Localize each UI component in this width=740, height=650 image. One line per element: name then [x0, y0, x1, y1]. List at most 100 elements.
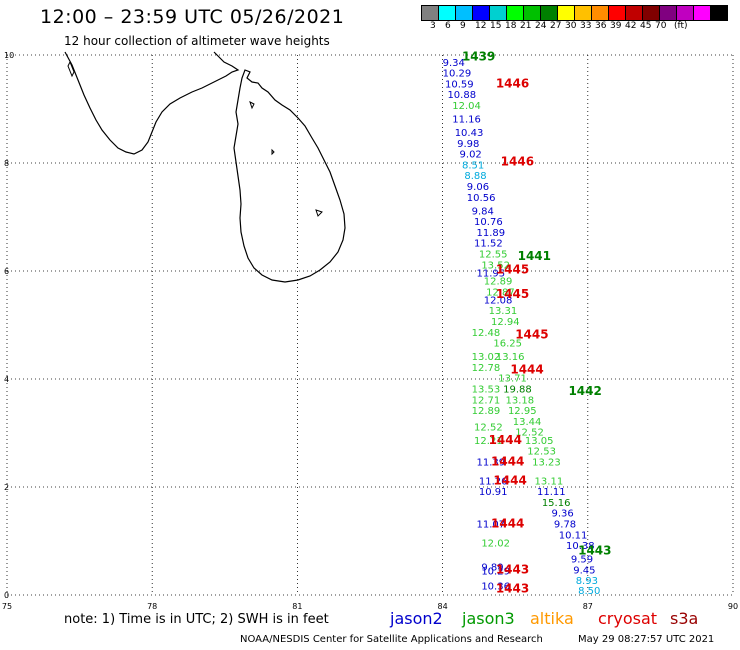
wave-height-value: 9.34 — [443, 58, 465, 69]
pass-time-label: 1443 — [578, 544, 611, 558]
color-legend-labels: 3 6 9 12 15 18 21 24 27 30 33 36 39 42 45 70 (ft) — [422, 21, 740, 35]
legend-label: 18 — [505, 21, 517, 31]
wave-height-value: 10.76 — [474, 217, 503, 228]
wave-height-value: 16.25 — [493, 339, 522, 350]
color-legend — [421, 5, 728, 21]
wave-height-value: 10.59 — [445, 79, 474, 90]
satellite-name-cryosat: cryosat — [598, 609, 658, 628]
wave-height-value: 12.95 — [508, 406, 537, 417]
wave-height-value: 8.93 — [576, 576, 598, 587]
pass-time-label: 1445 — [496, 263, 529, 277]
wave-height-value: 12.94 — [491, 317, 520, 328]
pass-time-label: 1445 — [515, 328, 548, 342]
satellite-name-jason3: jason3 — [462, 609, 515, 628]
wave-height-value: 10.29 — [481, 566, 510, 577]
wave-height-value: 12.08 — [484, 295, 513, 306]
wave-height-value: 9.84 — [472, 206, 494, 217]
pass-time-label: 1446 — [496, 76, 529, 90]
x-tick-label: 81 — [292, 602, 302, 611]
wave-height-value: 10.43 — [455, 128, 484, 139]
page-title: 12:00 – 23:59 UTC 05/26/2021 — [40, 6, 345, 28]
x-tick-label: 78 — [147, 602, 157, 611]
sri-lanka-coastline — [233, 69, 346, 283]
wave-height-value: 11.16 — [452, 115, 481, 126]
wave-height-value: 12.87 — [486, 287, 515, 298]
wave-height-value: 12.89 — [472, 406, 501, 417]
legend-label: 24 — [535, 21, 547, 31]
pass-time-label: 1439 — [462, 49, 495, 63]
india-coastline — [64, 51, 240, 155]
wave-height-value: 9.36 — [552, 509, 574, 520]
wave-height-value: 13.71 — [498, 374, 527, 385]
legend-label: 70 — [655, 21, 667, 31]
legend-label: 27 — [550, 21, 562, 31]
y-tick-label: 2 — [4, 483, 9, 492]
legend-label: 9 — [460, 21, 466, 31]
wave-height-value: 9.78 — [554, 520, 576, 531]
wave-height-value: 9.06 — [467, 182, 489, 193]
y-tick-label: 0 — [4, 591, 9, 600]
y-tick-label: 4 — [4, 375, 9, 384]
wave-height-value: 9.89 — [481, 563, 503, 574]
wave-height-value: 12.55 — [479, 250, 508, 261]
y-tick-label: 8 — [4, 159, 9, 168]
island-mark — [249, 101, 255, 110]
wave-height-value: 13.11 — [535, 476, 564, 487]
pass-time-label: 1441 — [518, 249, 551, 263]
wave-height-value: 15.16 — [542, 498, 571, 509]
y-tick-label: 6 — [4, 267, 9, 276]
wave-height-value: 8.51 — [462, 160, 484, 171]
wave-height-value: 13.18 — [506, 395, 535, 406]
pass-time-label: 1444 — [510, 363, 543, 377]
generated-timestamp: May 29 08:27:57 UTC 2021 — [578, 634, 715, 645]
wave-height-value: 12.02 — [481, 538, 510, 549]
wave-height-value: 10.38 — [566, 541, 595, 552]
wave-height-value: 10.36 — [481, 582, 510, 593]
wave-height-value: 19.88 — [503, 385, 532, 396]
wave-height-value: 11.11 — [537, 487, 566, 498]
wave-height-value: 13.52 — [481, 260, 510, 271]
x-tick-label: 84 — [438, 602, 448, 611]
legend-label: (ft) — [674, 21, 688, 31]
pass-time-label: 1444 — [491, 517, 524, 531]
wave-height-value: 11.52 — [474, 239, 503, 250]
legend-swatch — [710, 5, 728, 21]
wave-height-value: 10.88 — [447, 90, 476, 101]
wave-height-value: 13.31 — [489, 306, 518, 317]
wave-height-value: 12.21 — [474, 436, 503, 447]
legend-label: 39 — [610, 21, 622, 31]
wave-height-value: 9.59 — [571, 555, 593, 566]
pass-time-labels: 1439144614461441144514451445144414421444… — [462, 49, 612, 595]
satellite-name-s3a: s3a — [670, 609, 699, 628]
wave-height-value: 11.26 — [479, 476, 508, 487]
credit-line: NOAA/NESDIS Center for Satellite Applica… — [240, 634, 543, 645]
legend-label: 30 — [565, 21, 577, 31]
legend-label: 36 — [595, 21, 607, 31]
wave-height-value: 12.48 — [472, 328, 501, 339]
island-mark — [271, 148, 275, 156]
wave-height-value: 8.88 — [464, 171, 486, 182]
page-subtitle: 12 hour collection of altimeter wave hei… — [64, 34, 330, 48]
legend-label: 12 — [475, 21, 487, 31]
legend-label: 21 — [520, 21, 532, 31]
legend-label: 3 — [430, 21, 436, 31]
wave-height-value: 9.98 — [457, 139, 479, 150]
wave-height-value: 12.71 — [472, 395, 501, 406]
x-tick-label: 75 — [2, 602, 12, 611]
wave-height-value: 8.50 — [578, 586, 600, 597]
wave-height-value: 12.89 — [484, 277, 513, 288]
wave-height-value: 9.02 — [460, 150, 482, 161]
pass-time-label: 1443 — [496, 581, 529, 595]
pass-time-label: 1444 — [489, 433, 522, 447]
island-mark — [67, 60, 75, 78]
x-tick-label: 90 — [728, 602, 738, 611]
pass-time-label: 1444 — [493, 473, 526, 487]
wave-height-value: 13.23 — [532, 457, 561, 468]
pass-time-label: 1442 — [568, 384, 601, 398]
legend-label: 15 — [490, 21, 502, 31]
wave-height-value: 10.11 — [559, 530, 588, 541]
legend-label: 45 — [640, 21, 652, 31]
wave-height-value: 11.07 — [476, 520, 505, 531]
wave-height-value: 12.52 — [515, 428, 544, 439]
